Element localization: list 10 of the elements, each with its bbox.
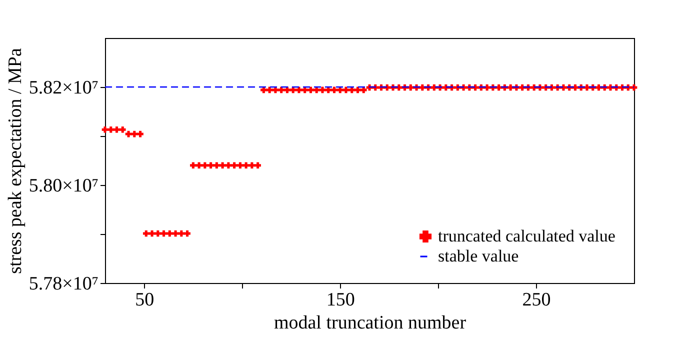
x-tick-label: 50 bbox=[135, 290, 154, 310]
y-tick-label: 5.78×10⁷ bbox=[28, 274, 98, 294]
x-axis-title: modal truncation number bbox=[274, 312, 467, 334]
x-tick-label: 150 bbox=[326, 290, 355, 310]
y-tick-label: 5.80×10⁷ bbox=[28, 176, 98, 196]
y-axis-title: stress peak expectation / MPa bbox=[4, 48, 26, 274]
x-tick-label: 250 bbox=[522, 290, 551, 310]
y-tick-label: 5.82×10⁷ bbox=[28, 78, 98, 98]
legend-label: truncated calculated value bbox=[438, 226, 616, 246]
legend-label: stable value bbox=[438, 246, 519, 266]
